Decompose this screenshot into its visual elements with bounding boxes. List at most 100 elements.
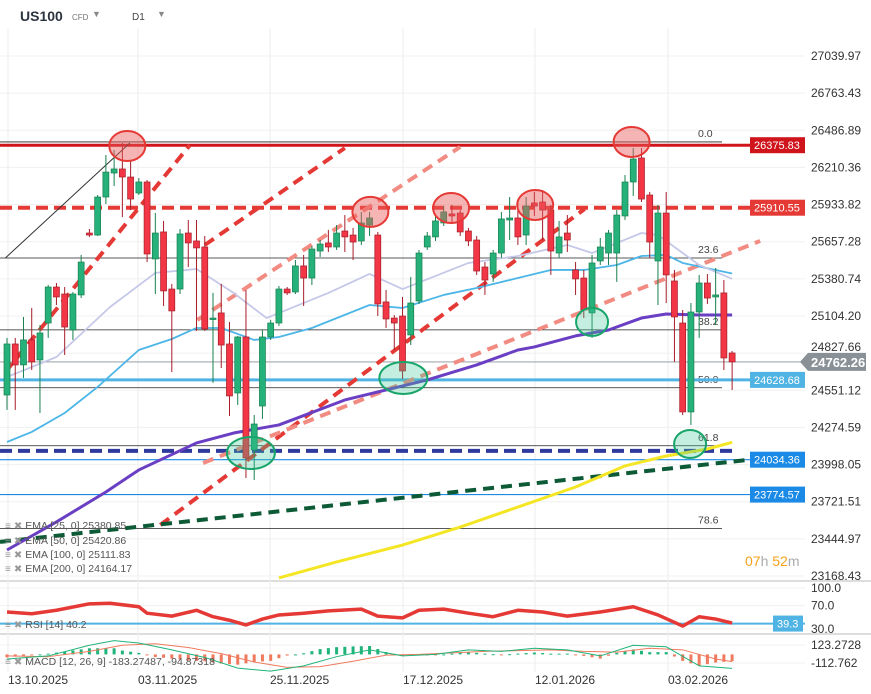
candle-body [506, 217, 513, 221]
candle [679, 309, 687, 416]
rsi-value-label: 39.3 [777, 619, 798, 631]
macd-histogram-bar [277, 654, 281, 659]
candle [432, 215, 439, 241]
candle-body [728, 352, 736, 363]
macd-histogram-bar [343, 646, 347, 655]
price-axis-label: 25933.82 [811, 198, 861, 212]
drag-handle-icon[interactable]: ≡ [5, 620, 11, 631]
candle-body [596, 246, 604, 262]
candle [646, 191, 654, 259]
close-icon[interactable]: ✖ [13, 564, 23, 575]
candle-body [135, 181, 143, 194]
candle [184, 219, 192, 268]
macd-histogram-bar [672, 654, 676, 657]
macd-histogram-bar [104, 648, 108, 655]
candle-body [168, 288, 176, 312]
close-icon[interactable]: ✖ [13, 620, 23, 631]
macd-histogram-bar [730, 654, 734, 662]
candle [86, 228, 93, 237]
candle [613, 210, 621, 282]
macd-histogram-bar [532, 652, 536, 655]
date-axis-label: 17.12.2025 [403, 673, 463, 687]
candle [69, 291, 77, 340]
candle-body [448, 213, 456, 217]
legend-ema100: ≡ ✖ EMA [100, 0] 25111.83 [5, 549, 131, 561]
macd-histogram-bar [648, 652, 652, 655]
candle [415, 249, 423, 304]
main-plot: 0.023.638.250.061.878.6 [0, 125, 805, 580]
candle [605, 229, 612, 265]
timer-h: h [760, 553, 769, 569]
candle [596, 237, 604, 265]
drag-handle-icon[interactable]: ≡ [5, 564, 11, 575]
macd-histogram-bar [516, 653, 520, 655]
candle [671, 269, 678, 362]
candle-body [415, 252, 423, 302]
close-icon[interactable]: ✖ [13, 536, 23, 547]
macd-histogram-bar [615, 652, 619, 655]
macd-histogram-bar [697, 654, 701, 666]
candle [61, 287, 69, 355]
close-icon[interactable]: ✖ [13, 550, 23, 561]
drag-handle-icon[interactable]: ≡ [5, 536, 11, 547]
macd-plot [5, 640, 734, 672]
macd-histogram-bar [450, 653, 454, 655]
price-level-label: 24628.68 [754, 375, 800, 387]
price-axis-label: 23168.43 [811, 569, 861, 583]
candle [300, 254, 307, 306]
candle-body [473, 239, 481, 272]
close-icon[interactable]: ✖ [13, 657, 23, 668]
close-icon[interactable]: ✖ [13, 521, 23, 532]
candle-body [176, 233, 184, 290]
candle [201, 235, 209, 331]
macd-histogram-bar [318, 649, 322, 655]
macd-histogram-bar [211, 654, 215, 663]
drag-handle-icon[interactable]: ≡ [5, 550, 11, 561]
candle-body [621, 181, 629, 217]
macd-histogram-bar [219, 654, 223, 664]
macd-histogram-bar [705, 654, 709, 665]
candle-body [283, 288, 291, 294]
candle-body [563, 232, 571, 241]
timeframe-dropdown-caret-icon[interactable]: ▼ [157, 9, 166, 19]
price-axis-label: 24274.59 [811, 420, 861, 434]
symbol-selector[interactable]: US100 [20, 8, 63, 24]
candle-body [61, 293, 69, 328]
drag-handle-icon[interactable]: ≡ [5, 521, 11, 532]
candle [325, 229, 332, 252]
candle-body [53, 286, 60, 298]
candle-body [86, 232, 93, 236]
macd-histogram-bar [310, 651, 314, 655]
candle-body [695, 282, 703, 313]
rsi-axis-label: 30.0 [811, 622, 835, 636]
macd-histogram-bar [557, 653, 561, 655]
timeframe-selector[interactable]: D1 [132, 12, 145, 23]
macd-histogram-bar [499, 654, 503, 656]
candle [563, 215, 571, 252]
candle-body [522, 205, 530, 236]
price-axis-label: 24551.12 [811, 383, 861, 397]
candle-body [11, 343, 19, 366]
fib-level-label: 23.6 [698, 244, 719, 256]
candle [547, 204, 555, 275]
rsi-value-box [773, 615, 803, 632]
macd-histogram-bar [475, 652, 479, 655]
candle-body [259, 336, 266, 407]
symbol-dropdown-caret-icon[interactable]: ▼ [92, 9, 101, 19]
drag-handle-icon[interactable]: ≡ [5, 657, 11, 668]
candle [481, 262, 489, 295]
legend-ema25: ≡ ✖ EMA [25, 0] 25380.85 [5, 520, 126, 532]
current-price-label: 24762.26 [811, 355, 865, 370]
trendline [3, 143, 192, 374]
macd-histogram-bar [21, 654, 25, 656]
price-level-box [750, 137, 805, 154]
resistance-marker [432, 192, 471, 225]
macd-histogram-bar [285, 654, 289, 656]
candle-body [127, 176, 134, 200]
candle-body [28, 339, 36, 363]
candle [465, 227, 472, 247]
macd-histogram-bar [623, 651, 627, 655]
macd-histogram-bar [79, 649, 83, 655]
candle-body [514, 217, 522, 238]
